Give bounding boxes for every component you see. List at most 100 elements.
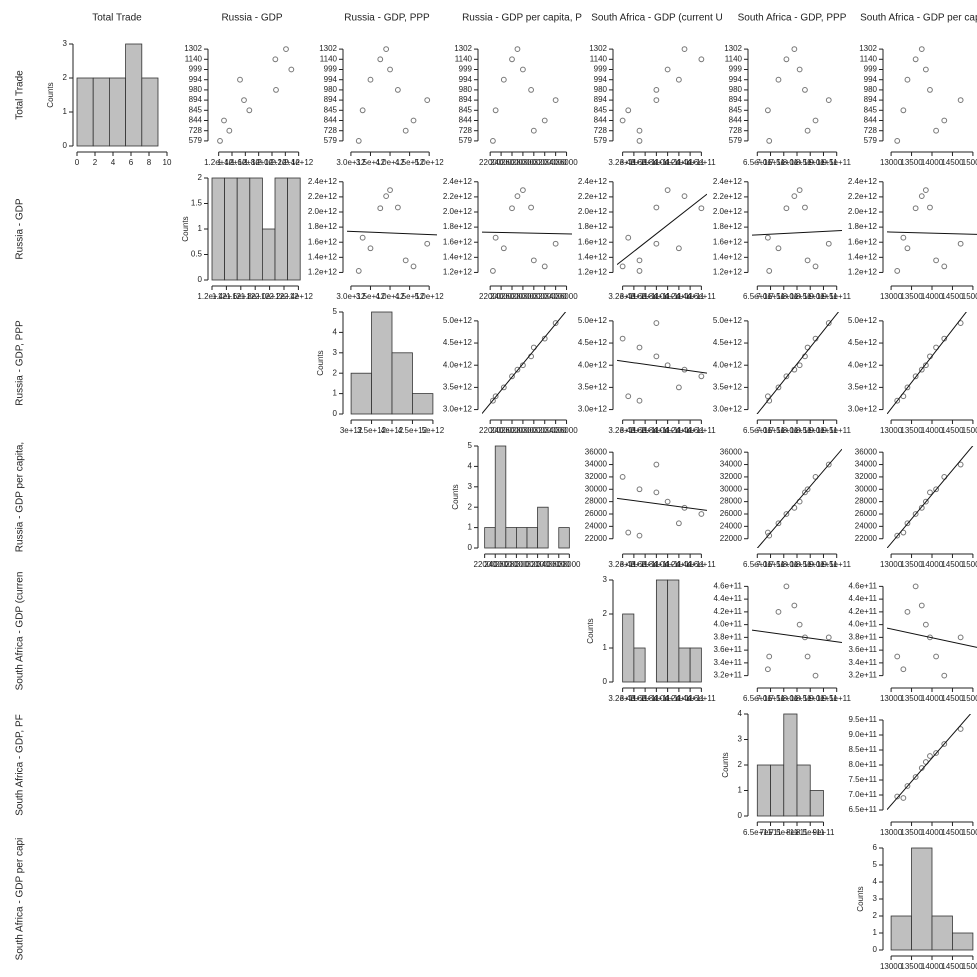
x-tick-label: 28000 [512, 426, 535, 435]
x-tick-label: 6.5e+11 [743, 694, 772, 703]
point [541, 117, 548, 124]
x-tick-label: 7.5e+11 [769, 828, 798, 837]
x-tick-label: 9.0e+11 [809, 158, 838, 167]
y-tick-label: 5 [468, 441, 473, 450]
histogram-bar [770, 764, 785, 817]
y-tick-label: 28000 [585, 497, 608, 506]
x-tick-label: 3.4e+11 [620, 292, 649, 301]
y-tick-label: 1 [603, 643, 608, 652]
point [636, 257, 643, 264]
x-tick-label: 3.2e+11 [608, 694, 637, 703]
y-tick-label: 2.0e+12 [848, 207, 878, 216]
row-label: South Africa - GDP, PF [15, 714, 26, 816]
x-tick-label: 14000 [921, 694, 944, 703]
x-tick-label: 7.5e+11 [769, 426, 798, 435]
x-tick-label: 4.6e+11 [687, 560, 716, 569]
x-tick-label: 34000 [537, 560, 560, 569]
x-tick-label: 9.0e+11 [809, 560, 838, 569]
x-tick-label: 8.5e+11 [796, 292, 825, 301]
point [410, 117, 417, 124]
histogram-bar [622, 613, 635, 683]
x-tick-label: 4.0e+12 [375, 158, 405, 167]
y-tick-label: 3.5e+12 [848, 383, 878, 392]
fit-line [482, 312, 567, 414]
x-tick-label: 34000 [545, 292, 568, 301]
y-tick-label: 1140 [320, 54, 338, 63]
x-tick-label: 3.6e+11 [631, 158, 660, 167]
point [796, 362, 803, 369]
x-tick-label: 9.0e+11 [809, 694, 838, 703]
point [904, 76, 911, 83]
y-tick-label: 894 [864, 95, 878, 104]
point [530, 257, 537, 264]
point [825, 634, 832, 641]
y-tick-label: 994 [324, 75, 338, 84]
histogram-bar [689, 647, 702, 683]
y-tick-label: 3 [603, 575, 608, 584]
x-tick-label: 36000 [555, 292, 578, 301]
x-tick-label: 4.0e+11 [653, 694, 682, 703]
point [653, 461, 660, 468]
y-tick-label: 1.6e+12 [848, 237, 878, 246]
y-tick-label: 1302 [184, 44, 202, 53]
x-tick-label: 32000 [534, 426, 557, 435]
point [625, 529, 632, 536]
x-tick-label: 30000 [523, 158, 546, 167]
y-tick-label: 5 [333, 307, 338, 316]
fit-line [756, 312, 840, 414]
x-tick-label: 4.2e+11 [665, 158, 694, 167]
y-tick-label: 1.6e+12 [578, 237, 608, 246]
y-tick-label: 845 [864, 105, 878, 114]
x-tick-label: 8.5e+11 [796, 426, 825, 435]
y-tick-label: 3.4e+11 [848, 658, 877, 667]
x-tick-label: 3.5e+12 [356, 292, 386, 301]
y-tick-label: 6 [873, 843, 878, 852]
y-tick-label: 2 [198, 173, 203, 182]
y-tick-label: 1 [198, 224, 203, 233]
x-tick-label: 3.6e+11 [631, 694, 660, 703]
point [812, 263, 819, 270]
point [825, 240, 832, 247]
point [492, 107, 499, 114]
x-tick-label: 4.2e+11 [665, 292, 694, 301]
point [530, 127, 537, 134]
y-tick-label: 2 [873, 911, 878, 920]
column-header: Russia - GDP, PPP [344, 13, 430, 24]
x-tick-label: 1.2e+12 [204, 158, 234, 167]
y-axis-title: Counts [46, 82, 55, 107]
x-tick-label: 9.5e+11 [822, 292, 851, 301]
x-tick-label: 5.0e+12 [415, 158, 445, 167]
fit-line [617, 193, 707, 266]
y-tick-label: 728 [594, 126, 608, 135]
y-tick-label: 894 [594, 95, 608, 104]
x-tick-label: 3.6e+11 [631, 560, 660, 569]
y-tick-label: 3.6e+11 [713, 645, 742, 654]
x-tick-label: 8.5e+11 [796, 158, 825, 167]
y-tick-label: 2.2e+12 [848, 192, 878, 201]
point [509, 205, 515, 212]
point [514, 193, 521, 200]
y-tick-label: 2.0e+12 [713, 207, 743, 216]
point [764, 234, 771, 241]
row-label: Russia - GDP [15, 198, 26, 259]
y-tick-label: 1.8e+12 [443, 222, 473, 231]
point [775, 76, 782, 83]
x-tick-label: 0 [75, 158, 80, 167]
x-tick-label: 4.0e+11 [653, 158, 682, 167]
x-tick-label: 3.0e+12 [336, 158, 366, 167]
y-tick-label: 2.4e+12 [848, 177, 878, 186]
column-header: South Africa - GDP per capita, [860, 13, 977, 24]
point [900, 529, 907, 536]
x-tick-label: 26000 [501, 292, 524, 301]
y-tick-label: 994 [459, 75, 473, 84]
x-tick-label: 13500 [900, 962, 923, 971]
y-tick-label: 1.6e+12 [443, 237, 473, 246]
point [894, 793, 901, 800]
y-tick-label: 894 [189, 95, 203, 104]
y-tick-label: 3 [738, 735, 743, 744]
point [273, 87, 279, 93]
y-tick-label: 1140 [455, 54, 473, 63]
x-tick-label: 9.5e+11 [822, 694, 851, 703]
point [766, 532, 773, 539]
